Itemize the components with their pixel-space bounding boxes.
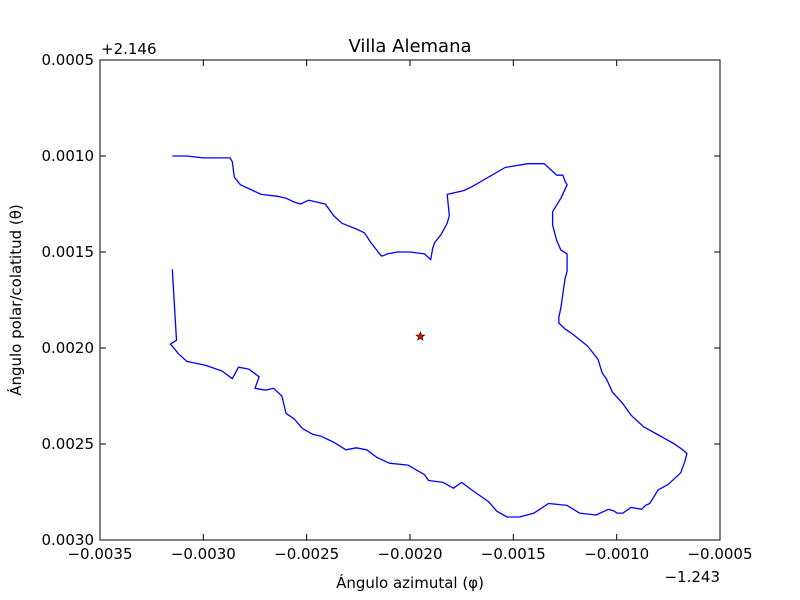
axis-ticks: −0.0035 −0.0030 −0.0025 −0.0020 −0.0015 −0.00… xyxy=(42,51,753,563)
center-star-marker xyxy=(415,331,426,341)
x-tick-label: −0.0025 xyxy=(274,545,339,563)
plot-frame xyxy=(99,59,721,541)
y-tick-label: 0.0030 xyxy=(42,531,95,549)
x-tick-label: −0.0020 xyxy=(377,545,442,563)
series-layer xyxy=(169,155,688,518)
series-line-boundary xyxy=(169,155,688,518)
y-offset-label: +2.146 xyxy=(101,40,157,58)
x-tick-label: −0.0015 xyxy=(481,545,546,563)
y-tick-label: 0.0010 xyxy=(42,147,95,165)
marker-layer xyxy=(415,331,426,341)
x-axis-label: Ángulo azimutal (φ) xyxy=(336,573,484,592)
x-offset-label: −1.243 xyxy=(664,568,720,586)
y-axis-label: Ángulo polar/colatitud (θ) xyxy=(6,204,25,396)
x-tick-label: −0.0010 xyxy=(584,545,649,563)
chart-title: Villa Alemana xyxy=(348,36,471,57)
x-tick-label: −0.0035 xyxy=(67,545,132,563)
y-tick-label: 0.0015 xyxy=(42,243,95,261)
x-tick-label: −0.0005 xyxy=(687,545,752,563)
x-tick-label: −0.0030 xyxy=(171,545,236,563)
y-tick-label: 0.0020 xyxy=(42,339,95,357)
y-tick-label: 0.0025 xyxy=(42,435,95,453)
y-tick-label: 0.0005 xyxy=(42,51,95,69)
